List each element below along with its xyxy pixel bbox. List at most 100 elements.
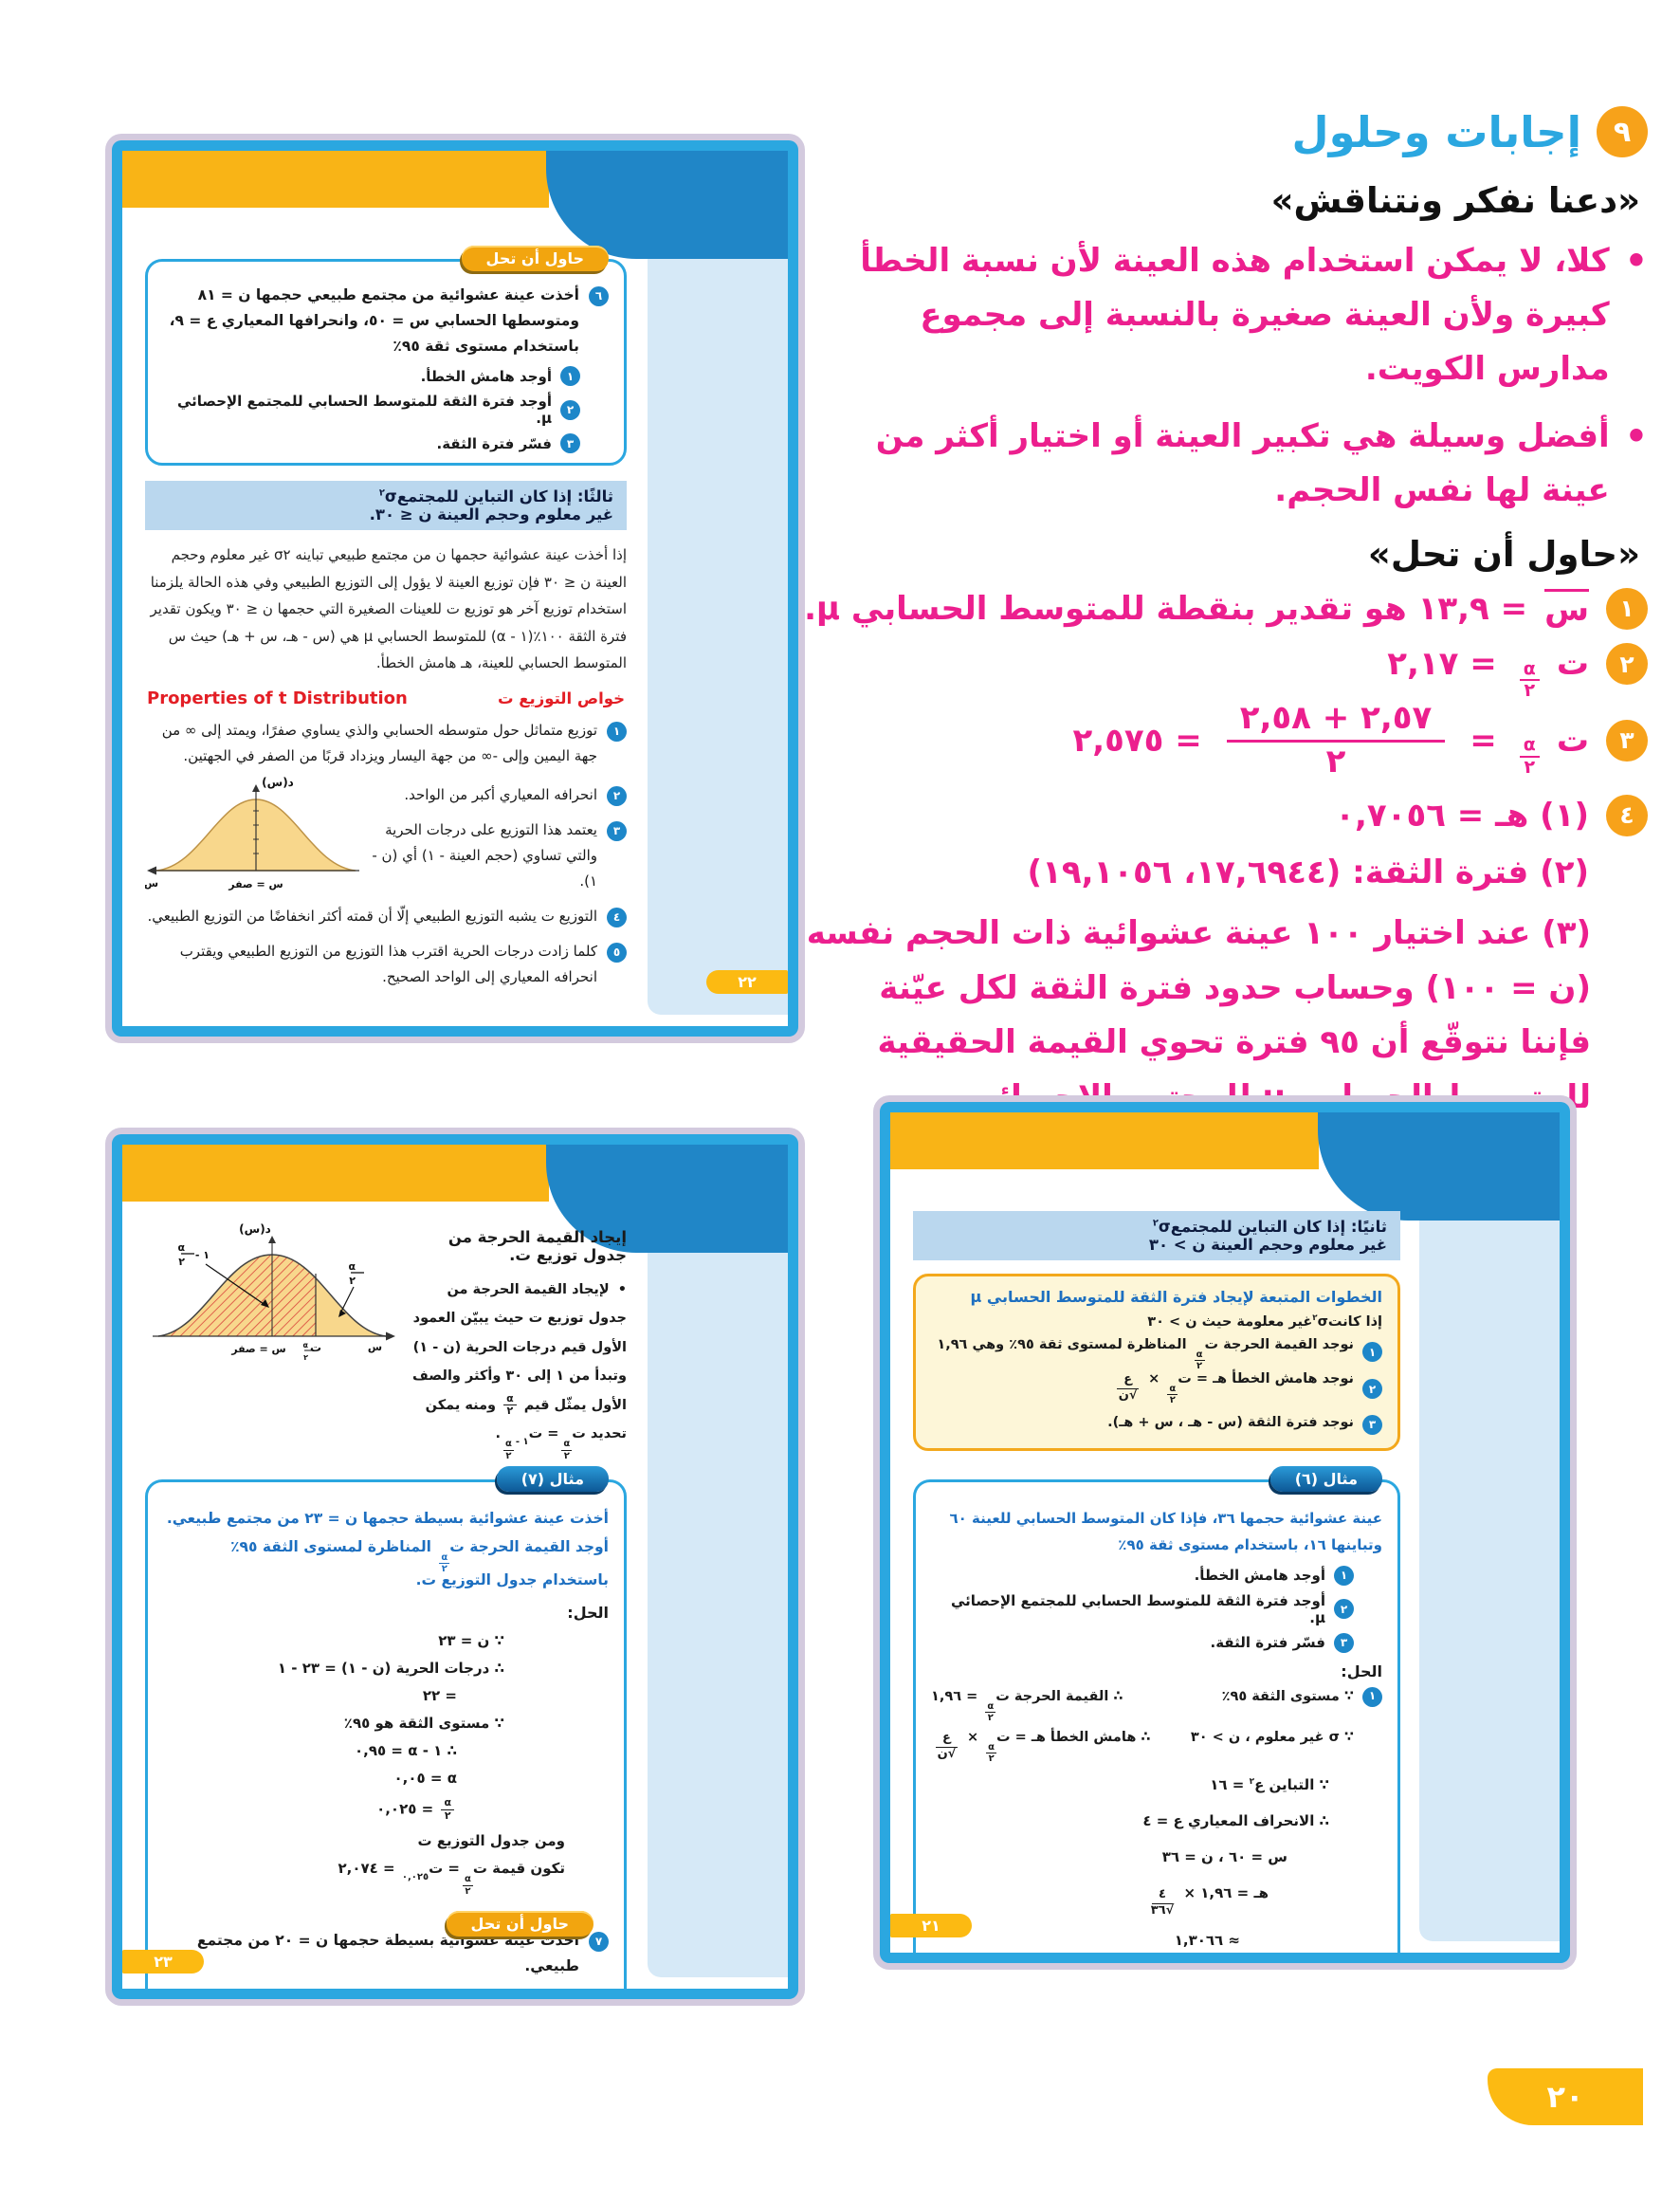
solution-duo-row: ∵ ‏σ‏ غير معلوم ، ن > ٣٠ ∴ هامش الخطأ هـ… [931, 1725, 1354, 1765]
solution-line: تكون قيمة ت α ٢ = ت٠,٠٢٥ = ٢,٠٧٤ [338, 1860, 565, 1897]
item-text: توزيع متماثل حول متوسطه الحسابي والذي يس… [161, 721, 597, 764]
svg-text:α: α [348, 1260, 356, 1273]
sub-number-badge: ١ [1334, 1565, 1354, 1586]
steps-box: الخطوات المتبعة لإيجاد فترة الثقة للمتوس… [913, 1274, 1400, 1451]
example-6-box: مثال (٦) عينة عشوائية حجمها ٣٦، فإذا كان… [913, 1465, 1400, 1953]
t-symbol: ت [1204, 1336, 1219, 1352]
steps-title: الخطوات المتبعة لإيجاد فترة الثقة للمتوس… [970, 1288, 1382, 1306]
intro-paragraph: إذا أخذت عينة عشوائية حجمها ن من مجتمع ط… [150, 546, 627, 672]
std-over-sqrt-n: ع √ن [936, 1730, 958, 1761]
page-content: حاول أن تحل ٦ أخذت عينة عشوائية من مجتمع… [145, 225, 627, 990]
question-number-badge: ٧ [589, 1932, 609, 1953]
t-symbol: ت [995, 1688, 1010, 1704]
sub-text: أوجد فترة الثقة للمتوسط الحسابي للمجتمع … [176, 393, 552, 428]
item-text: يعتمد هذا التوزيع على درجات الحرية والتي… [372, 820, 597, 890]
density-axis-label: د(س) [262, 776, 294, 789]
example-statement: عينة عشوائية حجمها ٣٦، فإذا كان المتوسط … [949, 1509, 1382, 1554]
solution-line: س = ٦٠ ، ن = ٣٦ [1161, 1847, 1287, 1865]
property-item-5: ٥ كلما زادت درجات الحرية اقترب هذا التوز… [145, 939, 627, 990]
four-over-sqrt36: ٤ √٣٦ [1150, 1886, 1175, 1918]
given: ∵ ‏σ‏ غير معلوم ، ن > ٣٠ [1190, 1729, 1354, 1745]
bullet-text: كلا، لا يمكن استخدام هذه العينة لأن نسبة… [860, 242, 1610, 389]
answer-number-badge: ٣ [1606, 719, 1648, 762]
svg-text:٢: ٢ [303, 1353, 308, 1362]
t-symbol: ت [472, 1860, 487, 1878]
question-7-line-2: أوجد القيمة الحرجة تα٢ المناظرة لمستوى ا… [163, 1986, 580, 1989]
steps-intro: إذا كانت σ٢ غير معلومة حيث ن > ٣٠ [1147, 1313, 1382, 1330]
step-number-badge: ٢ [1362, 1379, 1382, 1400]
t-symbol: ت [996, 1729, 1011, 1745]
interpretation-answer: (٣) عند اختيار ١٠٠ عينة عشوائية ذات الحج… [804, 907, 1591, 1126]
thumb-page-21: ثانيًا: إذا كان التباين للمجتمع σ٢ غير م… [880, 1102, 1570, 1963]
property-item-4: ٤ التوزيع ت يشبه التوزيع الطبيعي إلّا أن… [145, 904, 627, 929]
bullet-icon: • [1624, 415, 1648, 458]
yellow-header-band [122, 151, 549, 208]
solution-line: ∵ مستوى الثقة هو ٩٥٪ [343, 1715, 504, 1733]
bullet-icon: • [1624, 240, 1648, 282]
solution-heading: الحل: [567, 1604, 609, 1623]
side-strip [1419, 1221, 1560, 1941]
item-number-badge: ٤ [607, 907, 627, 927]
solution-line: ومن جدول التوزيع ت [417, 1832, 565, 1850]
one-minus-subscript: ١ - [515, 1437, 529, 1448]
solution-line: = ٢٢ [422, 1687, 457, 1705]
try-to-solve-box: حاول أن تحل ٦ أخذت عينة عشوائية من مجتمع… [145, 246, 627, 467]
answer-text: = ٢,٥٧٥ [1072, 721, 1202, 760]
t-symbol: ت [1556, 645, 1589, 684]
question-number-badge: ٦ [589, 286, 609, 306]
answer-number-badge: ١ [1606, 587, 1648, 630]
answer-text: = ٢,١٧ [1387, 645, 1497, 684]
answer-text: (٣) عند اختيار ١٠٠ عينة عشوائية ذات الحج… [806, 913, 1591, 1117]
discuss-bullet: • كلا، لا يمكن استخدام هذه العينة لأن نس… [804, 234, 1648, 396]
item-text: التوزيع ت يشبه التوزيع الطبيعي إلّا أن ق… [147, 907, 597, 925]
step-number-badge: ٣ [1362, 1414, 1382, 1435]
page-content: ثانيًا: إذا كان التباين للمجتمع σ٢ غير م… [913, 1186, 1400, 1953]
solution-line: ∴ درجات الحرية (ن - ١) = ٢٣ - ١ [277, 1660, 504, 1678]
thumb-page-22: حاول أن تحل ٦ أخذت عينة عشوائية من مجتمع… [112, 140, 798, 1037]
svg-text:٢: ٢ [349, 1275, 356, 1287]
answer-row-3: ٣ ت α ٢ = ٢,٥٧ + ٢,٥٨ ٢ = ٢,٥٧٥ [804, 699, 1648, 781]
answer-row-1: ١ س = ١٣,٩ هو تقدير بنقطة للمتوسط الحساب… [804, 587, 1648, 630]
t-symbol: ت [1178, 1370, 1192, 1386]
sub-text: فسّر فترة الثقة. [436, 434, 552, 452]
item-text: كلما زادت درجات الحرية اقترب هذا التوزيع… [179, 942, 597, 985]
equals-sign: = [1470, 721, 1497, 760]
bullet-text: أفضل وسيلة هي تكبير العينة أو اختيار أكث… [875, 417, 1610, 510]
sigma-symbol: σ [1158, 1218, 1171, 1236]
page-content: إيجاد القيمة الحرجة من جدول توزيع ت. • ل… [145, 1219, 627, 1989]
yellow-header-band [122, 1145, 549, 1202]
side-strip [648, 259, 788, 1015]
example-sub-item: ٢ أوجد فترة الثقة للمتوسط الحسابي للمجتم… [931, 1592, 1354, 1626]
t-symbol: ت [572, 1426, 586, 1442]
bullet-icon: • [617, 1282, 627, 1297]
blue-corner [546, 151, 788, 259]
page-number-badge: ٢١ [890, 1914, 972, 1937]
page-number-badge: ٢٣ [122, 1950, 204, 1974]
item-number-badge: ٢ [607, 785, 627, 806]
sub-text: أوجد هامش الخطأ. [420, 367, 552, 385]
question-6: ٦ أخذت عينة عشوائية من مجتمع طبيعي حجمها… [163, 283, 609, 359]
svg-text:α: α [303, 1341, 309, 1349]
step-3: ٣ نوجد فترة الثقة (س - هـ ، س + هـ). [931, 1411, 1382, 1435]
property-item-1: ١ توزيع متماثل حول متوسطه الحسابي والذي … [145, 718, 627, 769]
property-item-3: ٣ يعتمد هذا التوزيع على درجات الحرية وال… [369, 817, 627, 894]
answers-header: ٩ إجابات وحلول [804, 106, 1648, 157]
confidence-interval-answer: (٢) فترة الثقة: (١٧,٦٩٤٤، ١٩,١٠٥٦) [1027, 853, 1589, 891]
main-page-number-badge: ٢٠ [1488, 2068, 1643, 2125]
critical-value-bullet: • لإيجاد القيمة الحرجة من جدول توزيع ت ح… [407, 1276, 627, 1461]
properties-heading-ar: خواص التوزيع ت [497, 688, 625, 707]
question-text: أوجد القيمة الحرجة تα٢ المناظرة لمستوى ا… [163, 1986, 580, 1989]
thumb-page-23: إيجاد القيمة الحرجة من جدول توزيع ت. • ل… [112, 1134, 798, 1999]
question-sub-item: ٣ فسّر فترة الثقة. [163, 433, 580, 454]
solution-line: ∵ ن = ٢٣ [438, 1632, 504, 1650]
